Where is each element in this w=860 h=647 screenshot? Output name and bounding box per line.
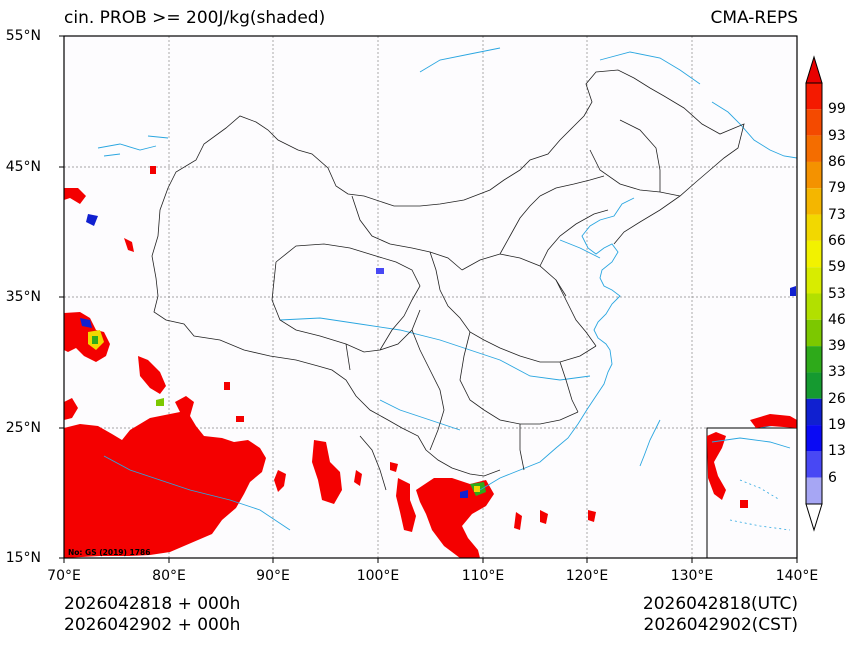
inset-map <box>706 414 798 559</box>
colorbar-segment <box>806 214 822 241</box>
lat-label-35: 35°N <box>5 289 41 305</box>
colorbar-label: 93 <box>828 127 846 144</box>
lon-label-130: 130°E <box>670 568 714 584</box>
lon-label-80: 80°E <box>152 568 186 584</box>
colorbar-segment <box>806 425 822 452</box>
gridlines <box>64 36 797 558</box>
colorbar-segment <box>806 161 822 189</box>
boundaries <box>151 69 745 491</box>
probability-accents <box>80 214 796 498</box>
footer-left-line2: 2026042902 + 000h <box>64 615 241 635</box>
colorbar-segment <box>806 398 822 426</box>
colorbar-frame <box>805 82 823 505</box>
footer-right-line2: 2026042902(CST) <box>643 615 798 635</box>
colorbar-label: 46 <box>828 311 846 328</box>
colorbar-extend-top <box>805 55 823 84</box>
colorbar-label: 86 <box>828 153 846 170</box>
colorbar-label: 13 <box>828 443 846 460</box>
colorbar-segment <box>806 188 822 215</box>
colorbar-label: 39 <box>828 338 846 355</box>
colorbar-segment <box>806 240 822 268</box>
title-right: CMA-REPS <box>710 8 798 28</box>
colorbar-label: 99 <box>828 101 846 118</box>
lat-label-25: 25°N <box>5 420 41 436</box>
colorbar-segment <box>806 135 822 162</box>
colorbar <box>805 55 823 532</box>
colorbar-label: 33 <box>828 364 846 381</box>
colorbar-label: 26 <box>828 390 846 407</box>
colorbar-label: 79 <box>828 180 846 197</box>
probability-shading <box>64 166 596 558</box>
footer-right-line1: 2026042818(UTC) <box>642 594 798 614</box>
colorbar-label: 6 <box>828 469 837 486</box>
footer-left-line1: 2026042818 + 000h <box>64 594 241 614</box>
colorbar-label: 66 <box>828 232 846 249</box>
colorbar-segment <box>806 346 822 373</box>
colorbar-segment <box>806 477 822 504</box>
colorbar-segment <box>806 83 822 110</box>
axis-ticks <box>59 35 798 563</box>
colorbar-segment <box>806 109 822 136</box>
lat-label-15: 15°N <box>5 550 41 566</box>
lon-label-140: 140°E <box>775 568 819 584</box>
colorbar-label: 59 <box>828 259 846 276</box>
lat-label-55: 55°N <box>5 28 41 44</box>
colorbar-segment <box>806 293 822 320</box>
lon-label-70: 70°E <box>47 568 81 584</box>
lat-label-45: 45°N <box>5 159 41 175</box>
colorbar-segment <box>806 319 822 347</box>
map-note: No: GS (2019) 1786 <box>68 548 150 557</box>
title-left: cin. PROB >= 200J/kg(shaded) <box>64 8 326 28</box>
lon-label-110: 110°E <box>461 568 505 584</box>
colorbar-extend-bottom <box>805 503 823 532</box>
colorbar-segment <box>806 372 822 399</box>
colorbar-label: 73 <box>828 206 846 223</box>
colorbar-label: 53 <box>828 285 846 302</box>
lon-label-90: 90°E <box>256 568 290 584</box>
lon-label-120: 120°E <box>565 568 609 584</box>
lon-label-100: 100°E <box>356 568 400 584</box>
colorbar-segment <box>806 451 822 478</box>
colorbar-segment <box>806 267 822 294</box>
colorbar-label: 19 <box>828 417 846 434</box>
